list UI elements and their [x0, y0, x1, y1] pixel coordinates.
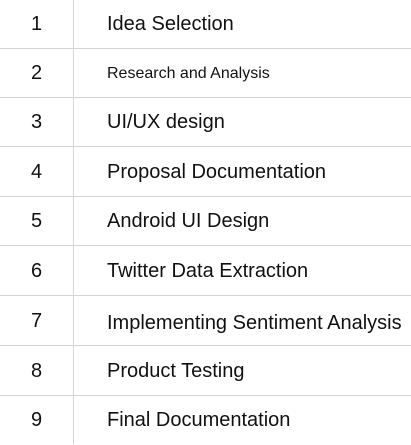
task-number: 5: [30, 210, 43, 232]
task-label: Implementing Sentiment Analysis: [107, 312, 402, 334]
task-number: 7: [30, 310, 43, 332]
task-label: Android UI Design: [107, 210, 270, 232]
task-label: Twitter Data Extraction: [107, 260, 309, 282]
task-label: Product Testing: [107, 360, 245, 382]
task-label: Final Documentation: [107, 409, 291, 431]
task-number: 8: [30, 360, 43, 382]
table-row: 9 Final Documentation: [0, 396, 411, 445]
table-row: 3 UI/UX design: [0, 98, 411, 147]
task-label: Proposal Documentation: [107, 161, 327, 183]
task-number: 6: [30, 260, 43, 282]
task-label: UI/UX design: [107, 111, 225, 133]
task-number: 3: [30, 111, 43, 133]
task-label: Research and Analysis: [107, 65, 270, 82]
table-row: 5 Android UI Design: [0, 197, 411, 246]
task-number: 9: [30, 409, 43, 431]
table-row: 7 Implementing Sentiment Analysis: [0, 297, 411, 346]
task-number: 1: [30, 13, 43, 35]
task-number: 2: [30, 62, 43, 84]
table-row: 4 Proposal Documentation: [0, 148, 411, 197]
table-row: 6 Twitter Data Extraction: [0, 247, 411, 296]
table-row: 2 Research and Analysis: [0, 49, 411, 98]
column-divider: [73, 0, 74, 444]
table-row: 8 Product Testing: [0, 347, 411, 396]
task-label: Idea Selection: [107, 13, 234, 35]
task-number: 4: [30, 161, 43, 183]
table-row: 1 Idea Selection: [0, 0, 411, 49]
